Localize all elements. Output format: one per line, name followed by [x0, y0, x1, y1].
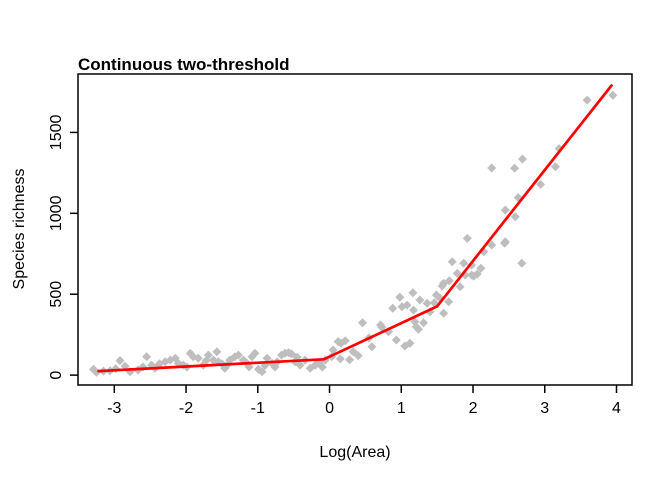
- x-tick-label: 0: [325, 400, 334, 417]
- x-tick-label: -3: [107, 400, 121, 417]
- x-tick-label: -2: [179, 400, 193, 417]
- y-axis-label: Species richness: [11, 169, 28, 290]
- y-tick-label: 1500: [48, 115, 65, 151]
- y-tick-label: 500: [48, 281, 65, 308]
- chart-title: Continuous two-threshold: [78, 55, 290, 74]
- fit-line: [97, 84, 613, 373]
- x-tick-label: 1: [397, 400, 406, 417]
- x-tick-label: 4: [612, 400, 621, 417]
- y-tick-label: 0: [48, 371, 65, 380]
- x-axis: -3 -2 -1 0 1 2 3 4: [107, 385, 621, 417]
- x-tick-label: 2: [469, 400, 478, 417]
- y-axis: 0 500 1000 1500: [48, 115, 78, 380]
- x-axis-label: Log(Area): [319, 444, 390, 461]
- x-tick-label: 3: [540, 400, 549, 417]
- plot-box: [77, 73, 633, 386]
- y-tick-label: 1000: [48, 195, 65, 231]
- x-tick-label: -1: [251, 400, 265, 417]
- scatter-points: [89, 90, 618, 377]
